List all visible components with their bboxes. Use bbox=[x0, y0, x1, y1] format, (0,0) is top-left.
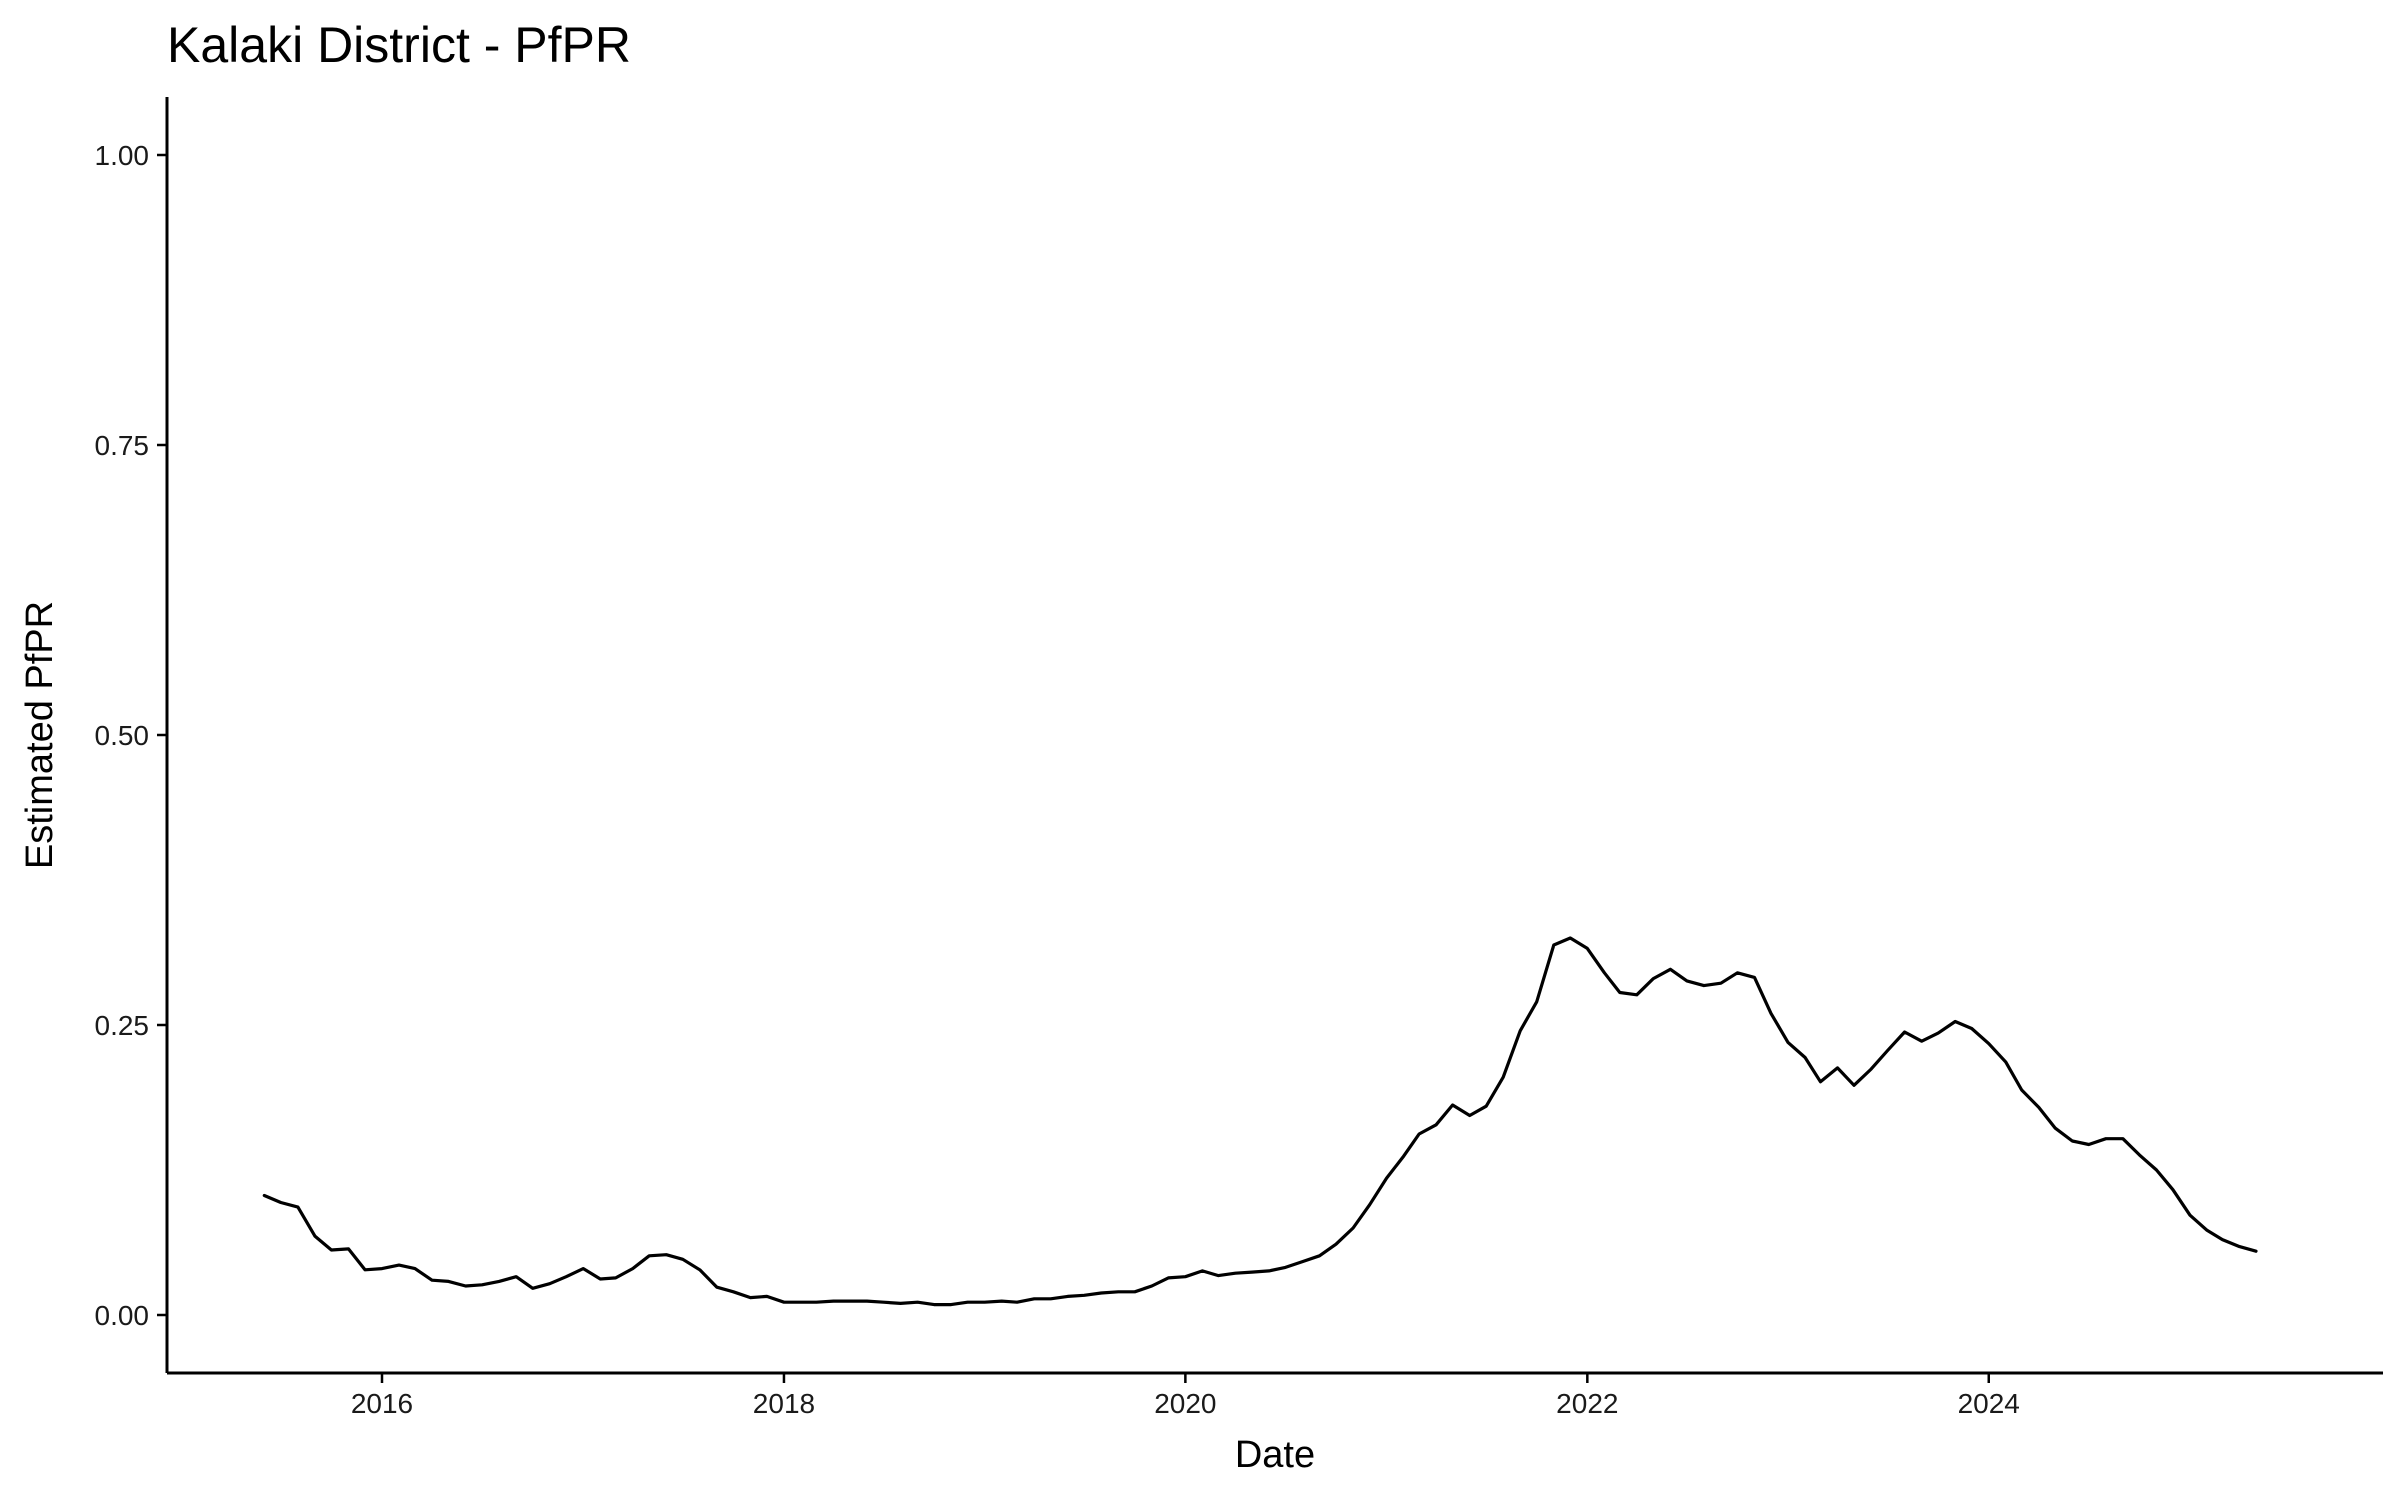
y-tick-label: 1.00 bbox=[95, 140, 150, 171]
y-axis-title: Estimated PfPR bbox=[19, 601, 61, 869]
pfpr-series-line bbox=[262, 936, 2258, 1307]
x-tick-label: 2018 bbox=[753, 1388, 815, 1419]
y-tick-label: 0.50 bbox=[95, 720, 150, 751]
x-tick-label: 2024 bbox=[1958, 1388, 2020, 1419]
plot-area: 0.00 0.25 0.50 0.75 1.00 2016 2018 2020 2022 202… bbox=[95, 97, 2383, 1419]
y-tick-label: 0.25 bbox=[95, 1010, 150, 1041]
x-axis-title: Date bbox=[1235, 1434, 1315, 1476]
x-tick-label: 2020 bbox=[1154, 1388, 1216, 1419]
y-axis-ticks: 0.00 0.25 0.50 0.75 1.00 bbox=[95, 140, 167, 1331]
x-tick-label: 2016 bbox=[351, 1388, 413, 1419]
chart-title: Kalaki District - PfPR bbox=[167, 17, 631, 73]
x-tick-label: 2022 bbox=[1556, 1388, 1618, 1419]
x-axis-ticks: 2016 2018 2020 2022 2024 bbox=[351, 1373, 2020, 1419]
y-tick-label: 0.75 bbox=[95, 430, 150, 461]
y-tick-label: 0.00 bbox=[95, 1300, 150, 1331]
